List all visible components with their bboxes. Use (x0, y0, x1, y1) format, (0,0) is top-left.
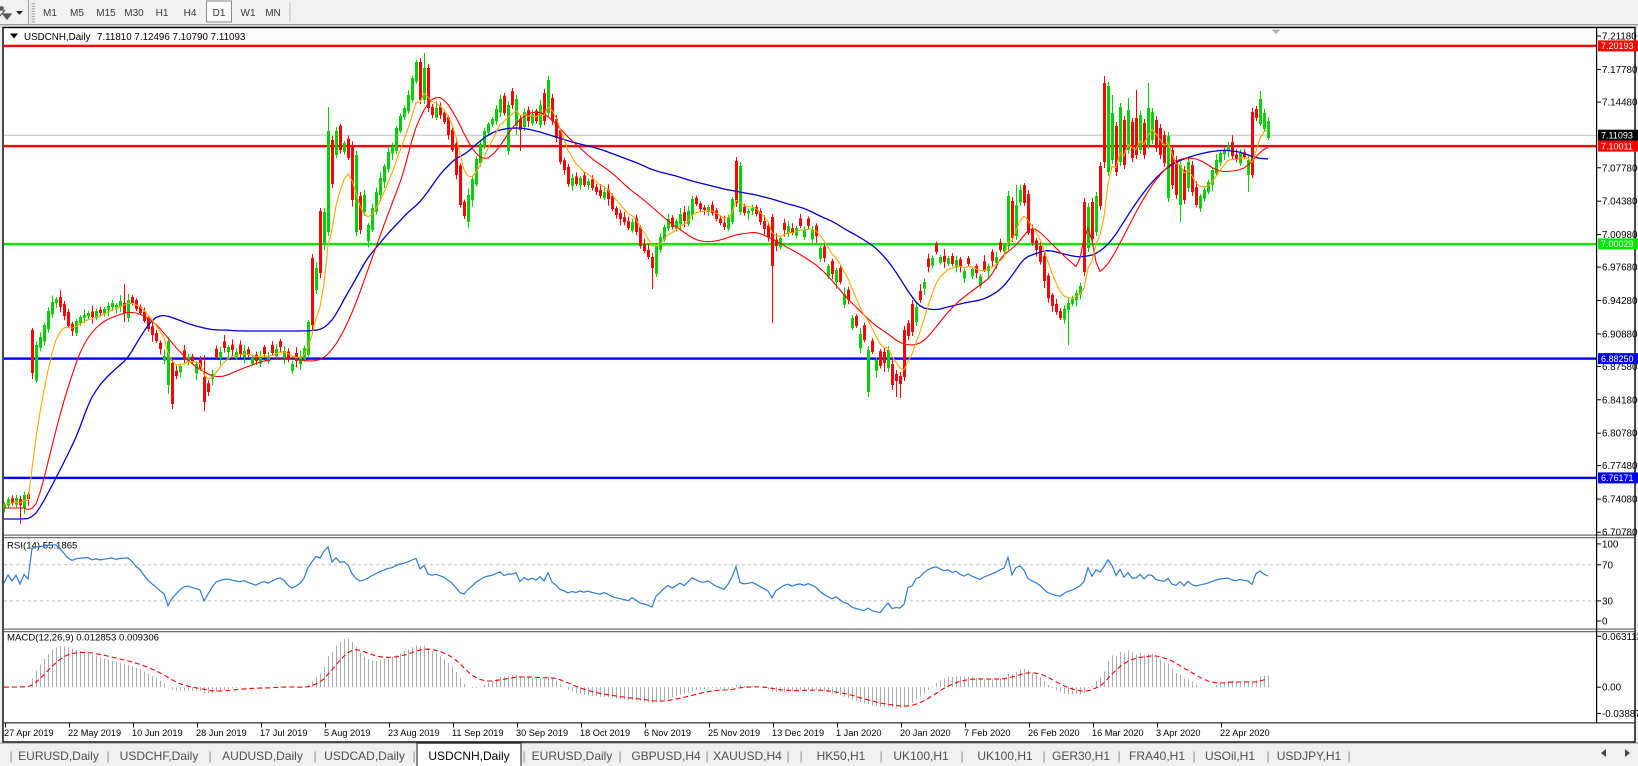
svg-text:|: | (879, 749, 882, 763)
svg-text:3 Apr 2020: 3 Apr 2020 (1156, 728, 1200, 738)
svg-text:|: | (799, 749, 802, 763)
svg-text:USDCNH,Daily: USDCNH,Daily (24, 32, 91, 43)
svg-text:6.88250: 6.88250 (1601, 354, 1634, 364)
svg-text:22 Apr 2020: 22 Apr 2020 (1220, 728, 1270, 738)
svg-text:W1: W1 (241, 8, 256, 19)
svg-text:XAUUSD,H4: XAUUSD,H4 (713, 749, 782, 763)
svg-text:USDJPY,H1: USDJPY,H1 (1277, 749, 1342, 763)
svg-text:26 Feb 2020: 26 Feb 2020 (1028, 728, 1080, 738)
svg-text:6.80780: 6.80780 (1602, 429, 1638, 440)
svg-text:7.04380: 7.04380 (1602, 197, 1638, 208)
svg-text:|: | (412, 749, 415, 763)
svg-text:FRA40,H1: FRA40,H1 (1129, 749, 1185, 763)
svg-text:MN: MN (265, 8, 281, 19)
svg-text:7.14480: 7.14480 (1602, 98, 1638, 109)
svg-text:27 Apr 2019: 27 Apr 2019 (4, 728, 54, 738)
svg-text:|: | (1192, 749, 1195, 763)
svg-text:D1: D1 (213, 8, 226, 19)
svg-text:USOil,H1: USOil,H1 (1205, 749, 1255, 763)
svg-text:6.70780: 6.70780 (1602, 528, 1638, 539)
svg-text:30 Sep 2019: 30 Sep 2019 (516, 728, 568, 738)
svg-text:18 Oct 2019: 18 Oct 2019 (580, 728, 630, 738)
svg-text:|: | (313, 749, 316, 763)
svg-text:6.76171: 6.76171 (1601, 473, 1634, 483)
svg-text:|: | (786, 749, 789, 763)
svg-text:M30: M30 (124, 8, 144, 19)
svg-text:7.17780: 7.17780 (1602, 65, 1638, 76)
svg-text:USDCNH,Daily: USDCNH,Daily (428, 749, 509, 763)
svg-text:30: 30 (1602, 596, 1613, 607)
svg-text:5 Aug 2019: 5 Aug 2019 (324, 728, 371, 738)
svg-text:7 Feb 2020: 7 Feb 2020 (964, 728, 1011, 738)
svg-text:7.11810 7.12496 7.10790 7.1109: 7.11810 7.12496 7.10790 7.11093 (97, 32, 246, 43)
svg-text:AUDUSD,Daily: AUDUSD,Daily (222, 749, 303, 763)
svg-text:16 Mar 2020: 16 Mar 2020 (1092, 728, 1144, 738)
svg-text:H1: H1 (156, 8, 169, 19)
svg-text:7.20193: 7.20193 (1601, 41, 1634, 51)
svg-text:GBPUSD,H4: GBPUSD,H4 (631, 749, 701, 763)
svg-text:6.74080: 6.74080 (1602, 495, 1638, 506)
svg-text:|: | (1347, 749, 1350, 763)
svg-text:0.063113: 0.063113 (1602, 632, 1638, 643)
svg-text:25 Nov 2019: 25 Nov 2019 (708, 728, 760, 738)
svg-text:|: | (106, 749, 109, 763)
svg-text:17 Jul 2019: 17 Jul 2019 (260, 728, 308, 738)
svg-text:HK50,H1: HK50,H1 (817, 749, 866, 763)
svg-text:1 Jan 2020: 1 Jan 2020 (836, 728, 881, 738)
svg-text:6.94280: 6.94280 (1602, 296, 1638, 307)
svg-text:|: | (1042, 749, 1045, 763)
svg-text:7.00980: 7.00980 (1602, 230, 1638, 241)
svg-text:20 Jan 2020: 20 Jan 2020 (900, 728, 951, 738)
svg-text:M15: M15 (96, 8, 116, 19)
svg-text:70: 70 (1602, 560, 1613, 571)
svg-text:EURUSD,Daily: EURUSD,Daily (532, 749, 613, 763)
svg-text:7.21180: 7.21180 (1602, 32, 1637, 43)
svg-text:7.00029: 7.00029 (1601, 239, 1634, 249)
svg-text:7.07780: 7.07780 (1602, 163, 1638, 174)
svg-text:6.87580: 6.87580 (1602, 362, 1638, 373)
svg-text:UK100,H1: UK100,H1 (977, 749, 1033, 763)
svg-text:|: | (618, 749, 621, 763)
svg-text:100: 100 (1602, 539, 1619, 550)
svg-text:22 May 2019: 22 May 2019 (68, 728, 121, 738)
svg-text:H4: H4 (184, 8, 197, 19)
svg-text:0.00: 0.00 (1602, 683, 1622, 694)
svg-text:0: 0 (1602, 617, 1608, 628)
svg-text:|: | (1266, 749, 1269, 763)
svg-text:EURUSD,Daily: EURUSD,Daily (18, 749, 99, 763)
svg-text:7.10011: 7.10011 (1601, 141, 1633, 151)
svg-text:|: | (9, 749, 12, 763)
svg-text:|: | (208, 749, 211, 763)
svg-text:23 Aug 2019: 23 Aug 2019 (388, 728, 440, 738)
svg-text:6.84180: 6.84180 (1602, 395, 1638, 406)
svg-text:M1: M1 (43, 8, 57, 19)
svg-text:6.97680: 6.97680 (1602, 263, 1638, 274)
svg-text:USDCHF,Daily: USDCHF,Daily (120, 749, 199, 763)
svg-text:|: | (705, 749, 708, 763)
svg-text:28 Jun 2019: 28 Jun 2019 (196, 728, 247, 738)
svg-text:M5: M5 (70, 8, 84, 19)
svg-text:MACD(12,26,9) 0.012853 0.00930: MACD(12,26,9) 0.012853 0.009306 (7, 633, 159, 644)
svg-text:|: | (1117, 749, 1120, 763)
svg-text:10 Jun 2019: 10 Jun 2019 (132, 728, 183, 738)
svg-text:|: | (522, 749, 525, 763)
svg-text:13 Dec 2019: 13 Dec 2019 (772, 728, 824, 738)
svg-text:6.77480: 6.77480 (1602, 461, 1638, 472)
svg-text:UK100,H1: UK100,H1 (893, 749, 949, 763)
svg-text:6 Nov 2019: 6 Nov 2019 (644, 728, 691, 738)
svg-text:USDCAD,Daily: USDCAD,Daily (324, 749, 405, 763)
svg-text:7.11093: 7.11093 (1601, 131, 1633, 141)
svg-text:GER30,H1: GER30,H1 (1052, 749, 1110, 763)
svg-text:11 Sep 2019: 11 Sep 2019 (452, 728, 503, 738)
svg-text:|: | (960, 749, 963, 763)
svg-text:6.90880: 6.90880 (1602, 329, 1638, 340)
